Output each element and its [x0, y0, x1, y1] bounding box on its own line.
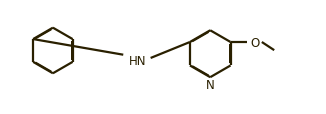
Text: N: N — [206, 79, 215, 92]
Text: HN: HN — [129, 54, 146, 67]
Text: O: O — [250, 36, 259, 49]
